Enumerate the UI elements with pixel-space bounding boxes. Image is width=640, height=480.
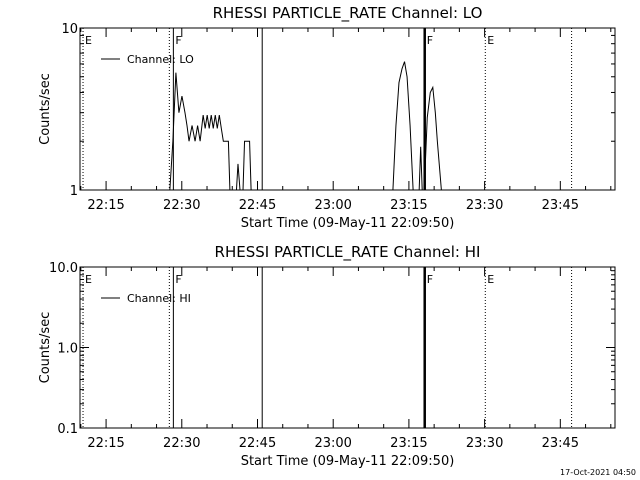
legend-label: Channel: LO bbox=[127, 53, 194, 66]
x-tick-label: 23:15 bbox=[390, 198, 427, 213]
x-tick-label: 23:30 bbox=[466, 436, 503, 451]
x-tick-label: 22:15 bbox=[87, 198, 124, 213]
x-tick-label: 23:45 bbox=[542, 436, 579, 451]
chart-title: RHESSI PARTICLE_RATE Channel: LO bbox=[213, 4, 483, 23]
x-tick-label: 23:30 bbox=[466, 198, 503, 213]
x-tick-label: 23:00 bbox=[314, 198, 351, 213]
x-tick-label: 23:45 bbox=[542, 198, 579, 213]
marker-label: F bbox=[175, 34, 181, 47]
x-tick-label: 22:45 bbox=[239, 436, 276, 451]
x-tick-label: 22:30 bbox=[163, 436, 200, 451]
y-tick-label: 10.0 bbox=[49, 261, 78, 276]
x-axis-label: Start Time (09-May-11 22:09:50) bbox=[241, 454, 455, 469]
marker-label: F bbox=[427, 273, 433, 286]
y-axis-label: Counts/sec bbox=[38, 73, 53, 145]
x-tick-label: 23:15 bbox=[390, 436, 427, 451]
x-tick-label: 23:00 bbox=[314, 436, 351, 451]
marker-label: E bbox=[85, 273, 92, 286]
y-tick-label: 10 bbox=[61, 22, 78, 37]
chart-panel-2: RHESSI PARTICLE_RATE Channel: HI Counts/s… bbox=[38, 243, 616, 469]
marker-label: F bbox=[427, 34, 433, 47]
footer-date: 17-Oct-2021 04:50 bbox=[560, 468, 636, 477]
x-tick-label: 22:30 bbox=[163, 198, 200, 213]
y-axis-label: Counts/sec bbox=[38, 312, 53, 384]
x-tick-label: 22:15 bbox=[87, 436, 124, 451]
series-line bbox=[80, 61, 615, 191]
y-tick-label: 0.1 bbox=[57, 422, 78, 437]
chart-title: RHESSI PARTICLE_RATE Channel: HI bbox=[215, 243, 481, 262]
chart-panel-1: RHESSI PARTICLE_RATE Channel: LO Counts/s… bbox=[38, 4, 616, 231]
marker-label: F bbox=[175, 273, 181, 286]
marker-label: E bbox=[487, 34, 494, 47]
marker-label: E bbox=[85, 34, 92, 47]
y-tick-label: 1.0 bbox=[57, 342, 78, 357]
x-tick-label: 22:45 bbox=[239, 198, 276, 213]
marker-label: E bbox=[487, 273, 494, 286]
legend-label: Channel: HI bbox=[127, 292, 191, 305]
y-tick-label: 1 bbox=[70, 184, 78, 199]
x-axis-label: Start Time (09-May-11 22:09:50) bbox=[241, 216, 455, 231]
